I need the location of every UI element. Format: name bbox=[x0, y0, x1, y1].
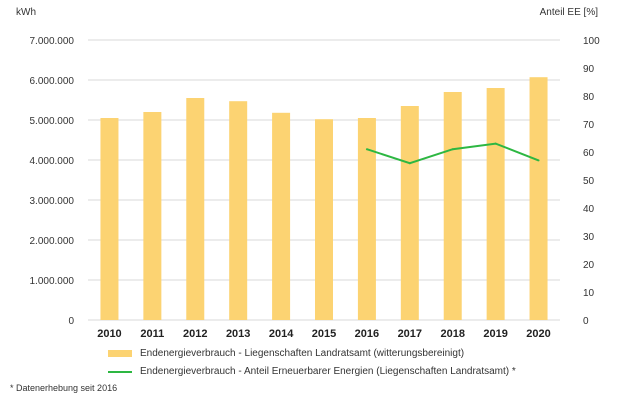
legend-item-line: Endenergieverbrauch - Anteil Erneuerbare… bbox=[108, 366, 516, 377]
right-tick-label: 50 bbox=[583, 176, 595, 187]
legend-bar-swatch bbox=[108, 350, 132, 357]
left-tick-label: 4.000.000 bbox=[30, 156, 75, 167]
right-tick-label: 0 bbox=[583, 316, 589, 327]
left-tick-label: 2.000.000 bbox=[30, 236, 75, 247]
bar bbox=[486, 88, 505, 320]
right-tick-label: 20 bbox=[583, 260, 595, 271]
bar bbox=[443, 92, 462, 320]
left-tick-label: 5.000.000 bbox=[30, 116, 75, 127]
bar bbox=[143, 112, 162, 320]
left-tick-label: 7.000.000 bbox=[30, 36, 75, 47]
line-point bbox=[537, 159, 540, 162]
left-tick-label: 6.000.000 bbox=[30, 76, 75, 87]
category-label: 2010 bbox=[97, 328, 121, 340]
left-tick-label: 1.000.000 bbox=[30, 276, 75, 287]
right-axis-unit: Anteil EE [%] bbox=[540, 7, 599, 18]
category-axis: 2010 2011 2012 2013 2014 2015 2016 2017 2018 2019… bbox=[97, 328, 551, 340]
category-label: 2018 bbox=[440, 328, 464, 340]
bar bbox=[357, 118, 376, 320]
line-point bbox=[451, 148, 454, 151]
line-point bbox=[365, 148, 368, 151]
right-tick-label: 70 bbox=[583, 120, 595, 131]
left-tick-label: 3.000.000 bbox=[30, 196, 75, 207]
bar-series bbox=[100, 77, 548, 320]
category-label: 2011 bbox=[140, 328, 164, 340]
category-label: 2017 bbox=[398, 328, 422, 340]
category-label: 2016 bbox=[355, 328, 379, 340]
bar bbox=[400, 106, 419, 320]
legend-line-swatch bbox=[108, 370, 132, 373]
bar bbox=[229, 101, 248, 320]
left-axis-ticks: 0 1.000.000 2.000.000 3.000.000 4.000.000 5.0… bbox=[30, 36, 75, 327]
chart-canvas: 0 1.000.000 2.000.000 3.000.000 4.000.000 5.0… bbox=[16, 7, 600, 340]
right-tick-label: 10 bbox=[583, 288, 595, 299]
category-label: 2012 bbox=[183, 328, 207, 340]
bar bbox=[315, 119, 333, 320]
right-axis-ticks: 0 10 20 30 40 50 60 70 80 90 100 bbox=[583, 36, 600, 327]
legend-item-bar: Endenergieverbrauch - Liegenschaften Lan… bbox=[108, 348, 464, 359]
category-label: 2013 bbox=[226, 328, 250, 340]
line-point bbox=[494, 142, 497, 145]
right-tick-label: 100 bbox=[583, 36, 600, 47]
line-series bbox=[365, 142, 540, 165]
right-tick-label: 60 bbox=[583, 148, 595, 159]
right-tick-label: 90 bbox=[583, 64, 595, 75]
legend-bar-label: Endenergieverbrauch - Liegenschaften Lan… bbox=[140, 348, 465, 359]
category-label: 2019 bbox=[483, 328, 507, 340]
category-label: 2014 bbox=[269, 328, 294, 340]
left-tick-label: 0 bbox=[68, 316, 74, 327]
left-axis-unit: kWh bbox=[16, 7, 36, 18]
right-tick-label: 80 bbox=[583, 92, 595, 103]
legend-line-label: Endenergieverbrauch - Anteil Erneuerbare… bbox=[140, 366, 516, 377]
bar bbox=[186, 98, 205, 320]
bar bbox=[272, 112, 291, 320]
category-label: 2020 bbox=[526, 328, 550, 340]
footnote: * Datenerhebung seit 2016 bbox=[10, 383, 118, 393]
bar bbox=[529, 77, 548, 320]
right-tick-label: 40 bbox=[583, 204, 595, 215]
bar bbox=[100, 118, 119, 320]
line-point bbox=[408, 162, 411, 165]
category-label: 2015 bbox=[312, 328, 336, 340]
right-tick-label: 30 bbox=[583, 232, 595, 243]
